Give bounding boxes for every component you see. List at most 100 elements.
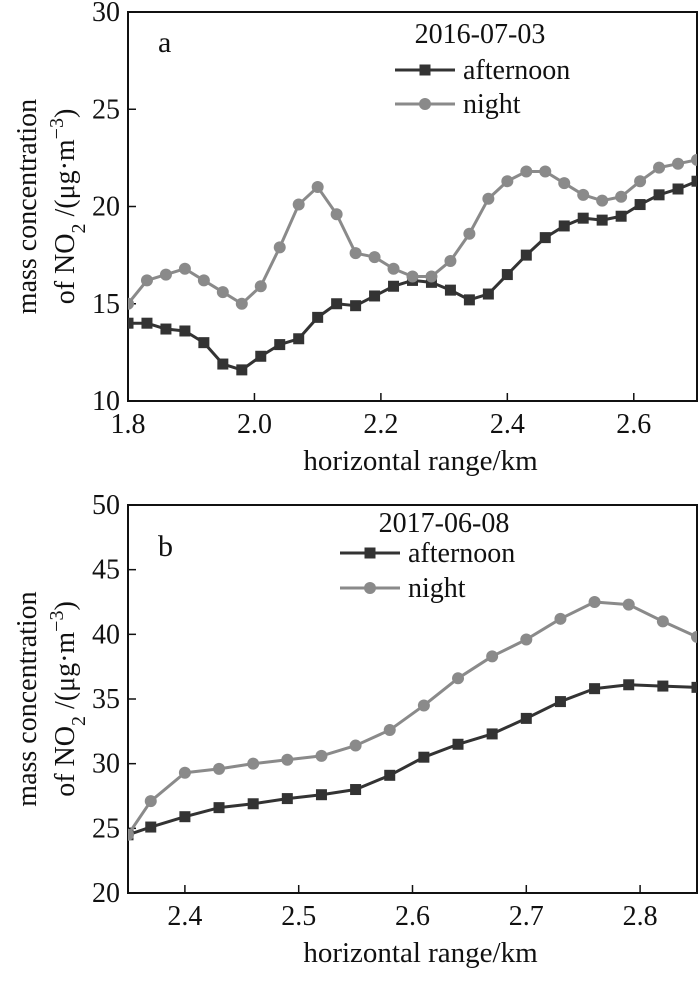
data-point-night (141, 274, 153, 286)
data-point-afternoon (673, 183, 684, 194)
y-axis-label-line2: of NO2 /(μg·m−3) (46, 601, 90, 797)
data-point-afternoon (616, 211, 627, 222)
data-point-night (350, 740, 362, 752)
y-tick-label: 30 (92, 0, 120, 28)
data-point-afternoon (578, 213, 589, 224)
x-tick-label: 2.2 (363, 409, 398, 440)
y-label-prefix: of NO (50, 234, 81, 305)
data-point-afternoon (282, 793, 293, 804)
data-point-afternoon (217, 359, 228, 370)
panel-label: b (158, 530, 173, 563)
data-point-night (657, 615, 669, 627)
data-point-afternoon (692, 176, 700, 187)
data-point-night (634, 175, 646, 187)
series-night (122, 596, 700, 841)
y-axis-label-line1: mass concentration (12, 591, 43, 806)
data-point-night (418, 699, 430, 711)
data-point-afternoon (388, 281, 399, 292)
data-point-night (577, 189, 589, 201)
data-point-afternoon (293, 333, 304, 344)
data-point-night (213, 763, 225, 775)
data-point-night (623, 599, 635, 611)
data-point-afternoon (369, 290, 380, 301)
data-point-afternoon (540, 232, 551, 243)
data-point-night (425, 271, 437, 283)
data-point-afternoon (521, 250, 532, 261)
legend-marker (364, 582, 376, 594)
y-axis-label-line2: of NO2 /(μg·m−3) (46, 109, 90, 305)
data-point-night (589, 596, 601, 608)
y-label-suffix: ) (50, 601, 81, 610)
y-label-superscript: −3 (46, 611, 68, 632)
legend-label: afternoon (463, 55, 570, 86)
y-label-suffix: ) (50, 109, 81, 118)
y-axis-label-line1: mass concentration (12, 99, 43, 314)
data-point-night (281, 754, 293, 766)
data-point-night (520, 634, 532, 646)
series-night (122, 154, 700, 310)
x-axis-label: horizontal range/km (303, 445, 538, 477)
y-tick-label: 50 (92, 490, 120, 521)
x-tick-label: 2.6 (395, 901, 430, 932)
series-line-afternoon (128, 685, 697, 835)
legend-label: night (408, 573, 466, 604)
data-point-night (444, 255, 456, 267)
y-tick-label: 40 (92, 619, 120, 650)
series-afternoon (123, 679, 700, 840)
x-tick-label: 2.4 (167, 901, 202, 932)
x-tick-label: 2.0 (237, 409, 272, 440)
data-point-night (558, 177, 570, 189)
data-point-afternoon (597, 215, 608, 226)
plot-area (122, 596, 700, 841)
y-tick-label: 30 (92, 749, 120, 780)
y-tick-label: 15 (92, 289, 120, 320)
data-point-afternoon (179, 811, 190, 822)
data-point-night (122, 829, 134, 841)
data-point-night (179, 767, 191, 779)
y-label-superscript: −3 (46, 118, 68, 139)
data-point-afternoon (657, 681, 668, 692)
legend-label: night (463, 89, 521, 120)
data-point-night (520, 165, 532, 177)
data-point-afternoon (464, 294, 475, 305)
panel-label: a (158, 26, 171, 59)
data-point-night (331, 208, 343, 220)
y-tick-label: 25 (92, 813, 120, 844)
data-point-night (463, 228, 475, 240)
data-point-night (236, 298, 248, 310)
data-point-night (672, 158, 684, 170)
data-point-night (179, 263, 191, 275)
y-tick-label: 45 (92, 555, 120, 586)
y-tick-label: 20 (92, 192, 120, 223)
y-label-subscript: 2 (68, 716, 90, 726)
data-point-afternoon (145, 822, 156, 833)
data-point-afternoon (521, 713, 532, 724)
data-point-night (691, 154, 700, 166)
data-point-night (482, 193, 494, 205)
data-point-night (486, 650, 498, 662)
data-point-afternoon (692, 682, 700, 693)
data-point-afternoon (350, 784, 361, 795)
x-tick-label: 2.6 (616, 409, 651, 440)
legend-marker (419, 98, 431, 110)
legend-entry-night: night (395, 89, 521, 120)
data-point-afternoon (214, 802, 225, 813)
legend-entry-night: night (340, 573, 466, 604)
legend-marker (365, 548, 376, 559)
data-point-afternoon (350, 300, 361, 311)
data-point-afternoon (453, 739, 464, 750)
data-point-afternoon (316, 789, 327, 800)
data-point-afternoon (312, 312, 323, 323)
date-label: 2017-06-08 (379, 508, 510, 539)
data-point-afternoon (502, 269, 513, 280)
data-point-night (452, 672, 464, 684)
data-point-afternoon (445, 285, 456, 296)
data-point-night (554, 613, 566, 625)
data-point-afternoon (483, 289, 494, 300)
data-point-night (247, 758, 259, 770)
legend-label: afternoon (408, 538, 515, 569)
data-point-afternoon (198, 337, 209, 348)
legend-marker (420, 65, 431, 76)
